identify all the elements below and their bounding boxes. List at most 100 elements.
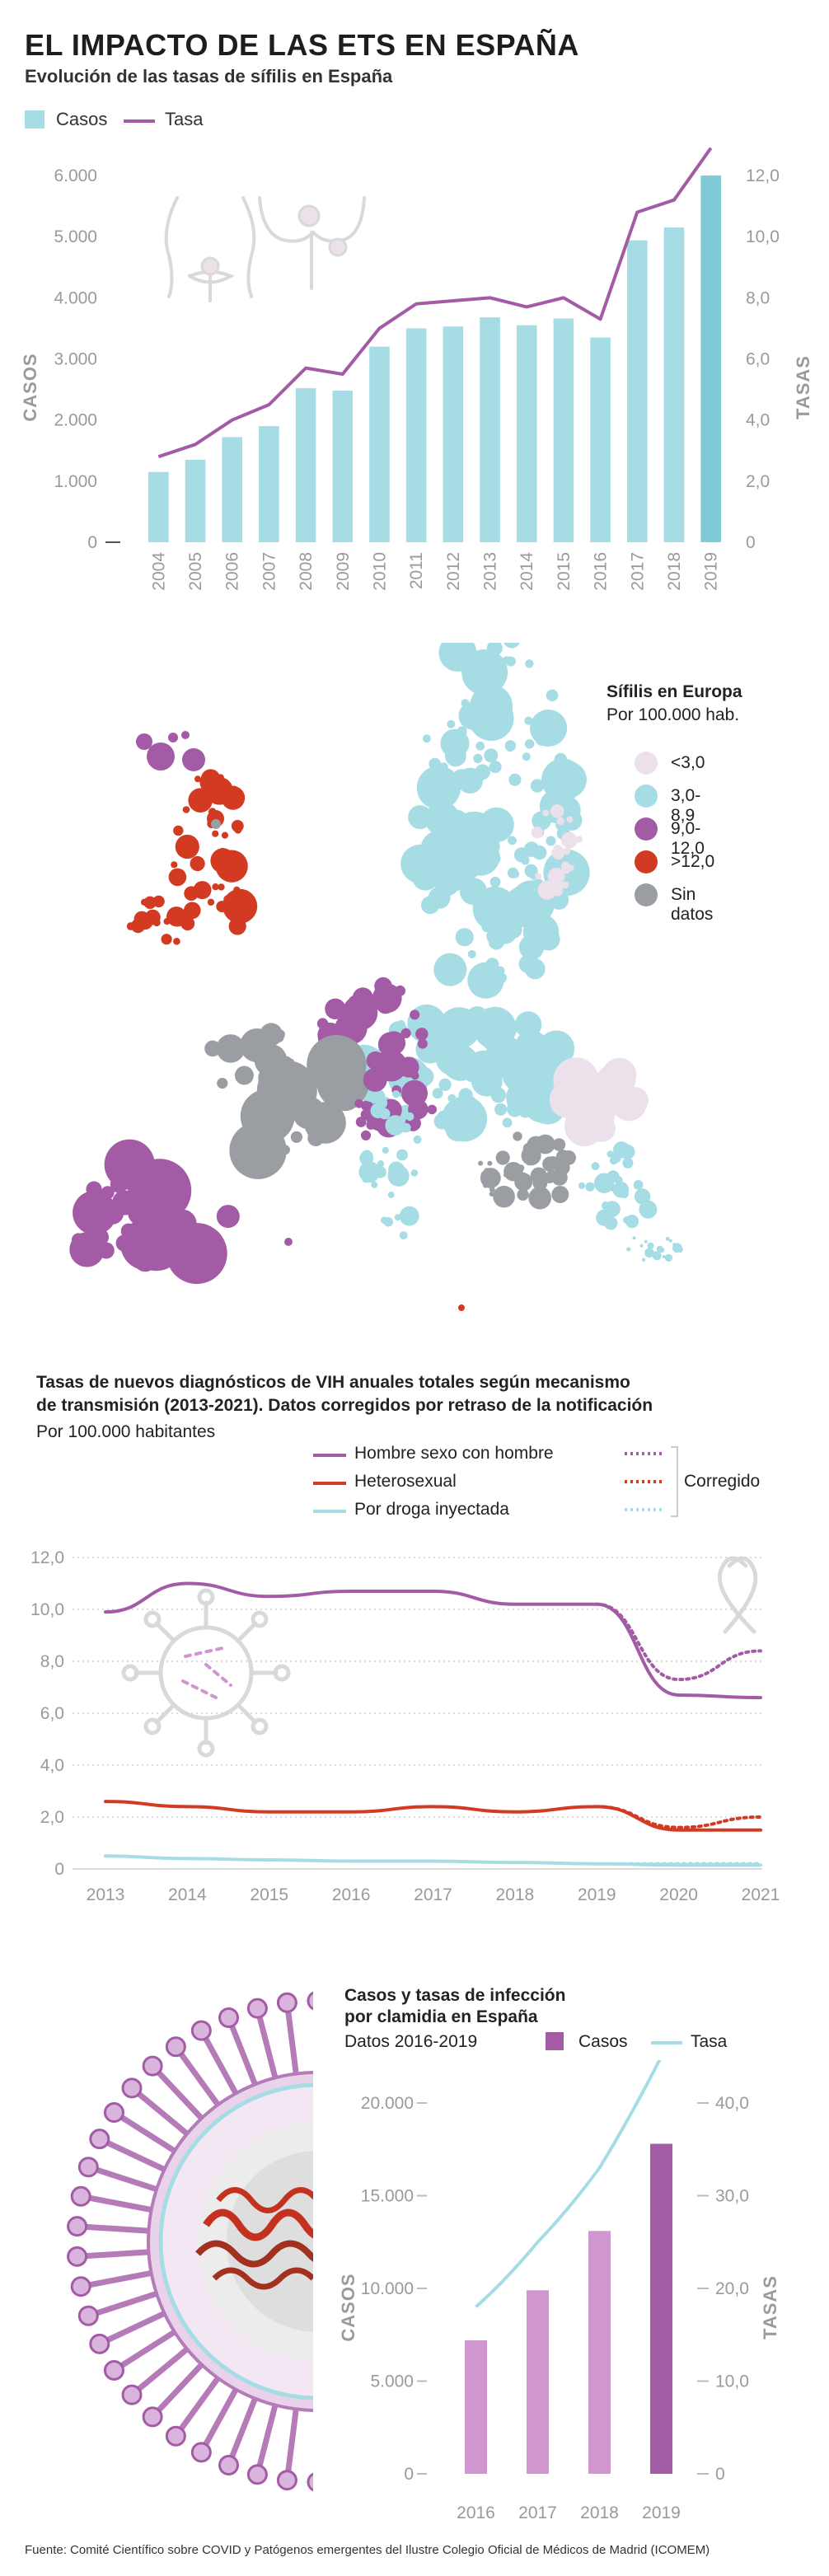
country-bubble (622, 1157, 634, 1169)
country-bubble (478, 1160, 484, 1166)
country-bubble (496, 972, 508, 983)
chlamydia-ylabel-right: TASAS (760, 2275, 780, 2339)
country-bubble (233, 886, 241, 893)
spike-icon (83, 2194, 155, 2213)
country-bubble (97, 1242, 115, 1259)
country-bubble (676, 1245, 681, 1250)
country-bubble (413, 1099, 424, 1110)
country-bubble (161, 934, 172, 945)
vih-line-hetero (104, 1800, 762, 1832)
spike-icon (101, 2138, 168, 2173)
country-bubble (506, 1079, 543, 1117)
country-bubble (508, 773, 522, 786)
country-bubble (487, 809, 502, 824)
country-bubble (412, 864, 439, 891)
legend-line-rate (124, 119, 155, 123)
syphilis-y2-tick-label: 10,0 (746, 227, 780, 246)
vih-y-tick-label: 2,0 (40, 1808, 64, 1827)
country-bubble (359, 1151, 374, 1166)
syphilis-bar (700, 176, 721, 542)
country-bubble (410, 1009, 420, 1020)
spike-icon (83, 2269, 155, 2288)
country-bubble (457, 726, 467, 737)
country-bubble (503, 1172, 508, 1178)
syphilis-y2-tick-label: 8,0 (746, 288, 770, 307)
spike-icon (201, 2032, 239, 2096)
country-bubble (484, 670, 500, 687)
country-bubble (91, 1228, 109, 1246)
country-bubble (652, 1251, 662, 1261)
country-bubble (518, 954, 537, 973)
chlamydia-legend-label-cases: Casos (578, 2032, 628, 2051)
spike-icon (153, 2361, 205, 2416)
country-bubble (136, 733, 152, 750)
chlamydia-y2-tick-label: 10,0 (715, 2372, 749, 2391)
country-bubble (522, 752, 531, 761)
vih-legend-label-hetero: Heterosexual (354, 1472, 457, 1491)
country-bubble (438, 643, 477, 672)
country-bubble (480, 1168, 501, 1188)
chlamydia-y2-tick-label: 20,0 (715, 2279, 749, 2298)
spike-icon (133, 2088, 190, 2137)
spike-head-icon (121, 2384, 143, 2405)
chlamydia-title-line1: Casos y tasas de infección (344, 1986, 566, 2005)
syphilis-bar (185, 459, 206, 542)
chlamydia-y2-tick-label: 0 (715, 2465, 725, 2484)
country-bubble (528, 1186, 551, 1210)
country-bubble (437, 860, 469, 892)
chlamydia-x-tick-label: 2019 (642, 2503, 681, 2522)
country-bubble (420, 896, 440, 915)
country-bubble (614, 1176, 623, 1184)
chlamydia-y-tick-label: 5.000 (370, 2372, 414, 2391)
syphilis-x-tick-label: 2005 (186, 552, 205, 591)
country-bubble (556, 817, 564, 826)
country-bubble (560, 831, 578, 849)
country-bubble (486, 928, 503, 944)
country-bubble (175, 834, 199, 859)
country-bubble (387, 1164, 410, 1187)
country-bubble (475, 1013, 484, 1022)
chlamydia-y2-tick-label: 40,0 (715, 2094, 749, 2113)
spike-head-icon (218, 2454, 240, 2475)
country-bubble (293, 1071, 316, 1094)
lesion-icon (328, 237, 348, 257)
syphilis-y-tick-label: 0 (87, 533, 97, 552)
country-bubble (212, 830, 219, 837)
spike-head-icon (103, 2102, 124, 2124)
syphilis-x-tick-label: 2012 (444, 552, 463, 591)
country-bubble (483, 705, 492, 714)
syphilis-x-tick-label: 2016 (592, 552, 611, 591)
country-bubble (639, 1244, 644, 1248)
country-bubble (457, 1013, 466, 1023)
syphilis-bar (222, 437, 243, 542)
vih-title-line2: de transmisión (2013-2021). Datos correg… (36, 1396, 653, 1415)
country-bubble (467, 949, 476, 958)
country-bubble (541, 1036, 550, 1045)
chlamydia-rate-line (475, 2060, 662, 2308)
country-bubble (507, 867, 519, 878)
country-bubble (530, 710, 568, 747)
syphilis-bar (553, 318, 574, 542)
spike-head-icon (165, 2036, 186, 2058)
syphilis-x-tick-label: 2010 (370, 552, 389, 591)
vih-legend-line-hsh (313, 1454, 346, 1457)
country-bubble (441, 821, 471, 852)
country-bubble (382, 1146, 389, 1154)
country-bubble (280, 1145, 290, 1155)
country-bubble (240, 1089, 295, 1144)
map-legend-label: <3,0 (671, 753, 705, 772)
country-bubble (658, 1248, 663, 1252)
chlamydia-bars (465, 2143, 672, 2474)
country-bubble (378, 982, 389, 992)
country-bubble (360, 1130, 372, 1140)
country-bubble (168, 1209, 197, 1238)
country-bubble (484, 748, 499, 763)
lesion-icon (200, 256, 220, 276)
spike-head-icon (70, 2185, 91, 2207)
virus-icon (121, 1588, 291, 1758)
chlamydia-title-line2: por clamidia en España (344, 2007, 538, 2026)
vih-x-tick-label: 2020 (659, 1885, 698, 1904)
syphilis-x-tick-label: 2019 (702, 552, 721, 591)
syphilis-y2-tick-label: 4,0 (746, 411, 770, 430)
country-bubble (143, 896, 157, 909)
